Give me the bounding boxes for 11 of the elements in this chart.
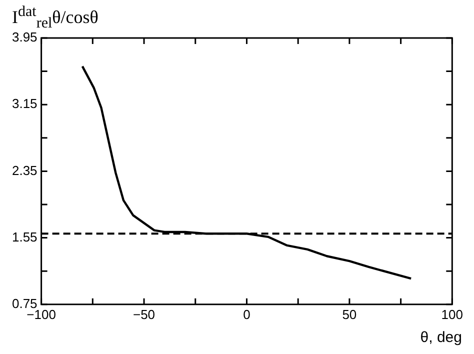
y-tick-label: 3.15 [12, 96, 38, 112]
x-tick-label: 0 [243, 306, 250, 322]
x-tick-label: −50 [132, 306, 156, 322]
y-axis-title: I$^{dat}$$_{rel}$θ/cosθ [12, 4, 98, 32]
y-tick-label: 3.95 [12, 30, 38, 45]
x-tick-label: 50 [342, 306, 357, 322]
y-tick-label: 1.55 [12, 229, 38, 244]
y-tick-label: 0.75 [12, 296, 38, 311]
x-tick-label: 100 [441, 306, 464, 322]
x-axis-title: θ, deg [420, 329, 462, 346]
y-tick-label: 2.35 [12, 162, 38, 178]
